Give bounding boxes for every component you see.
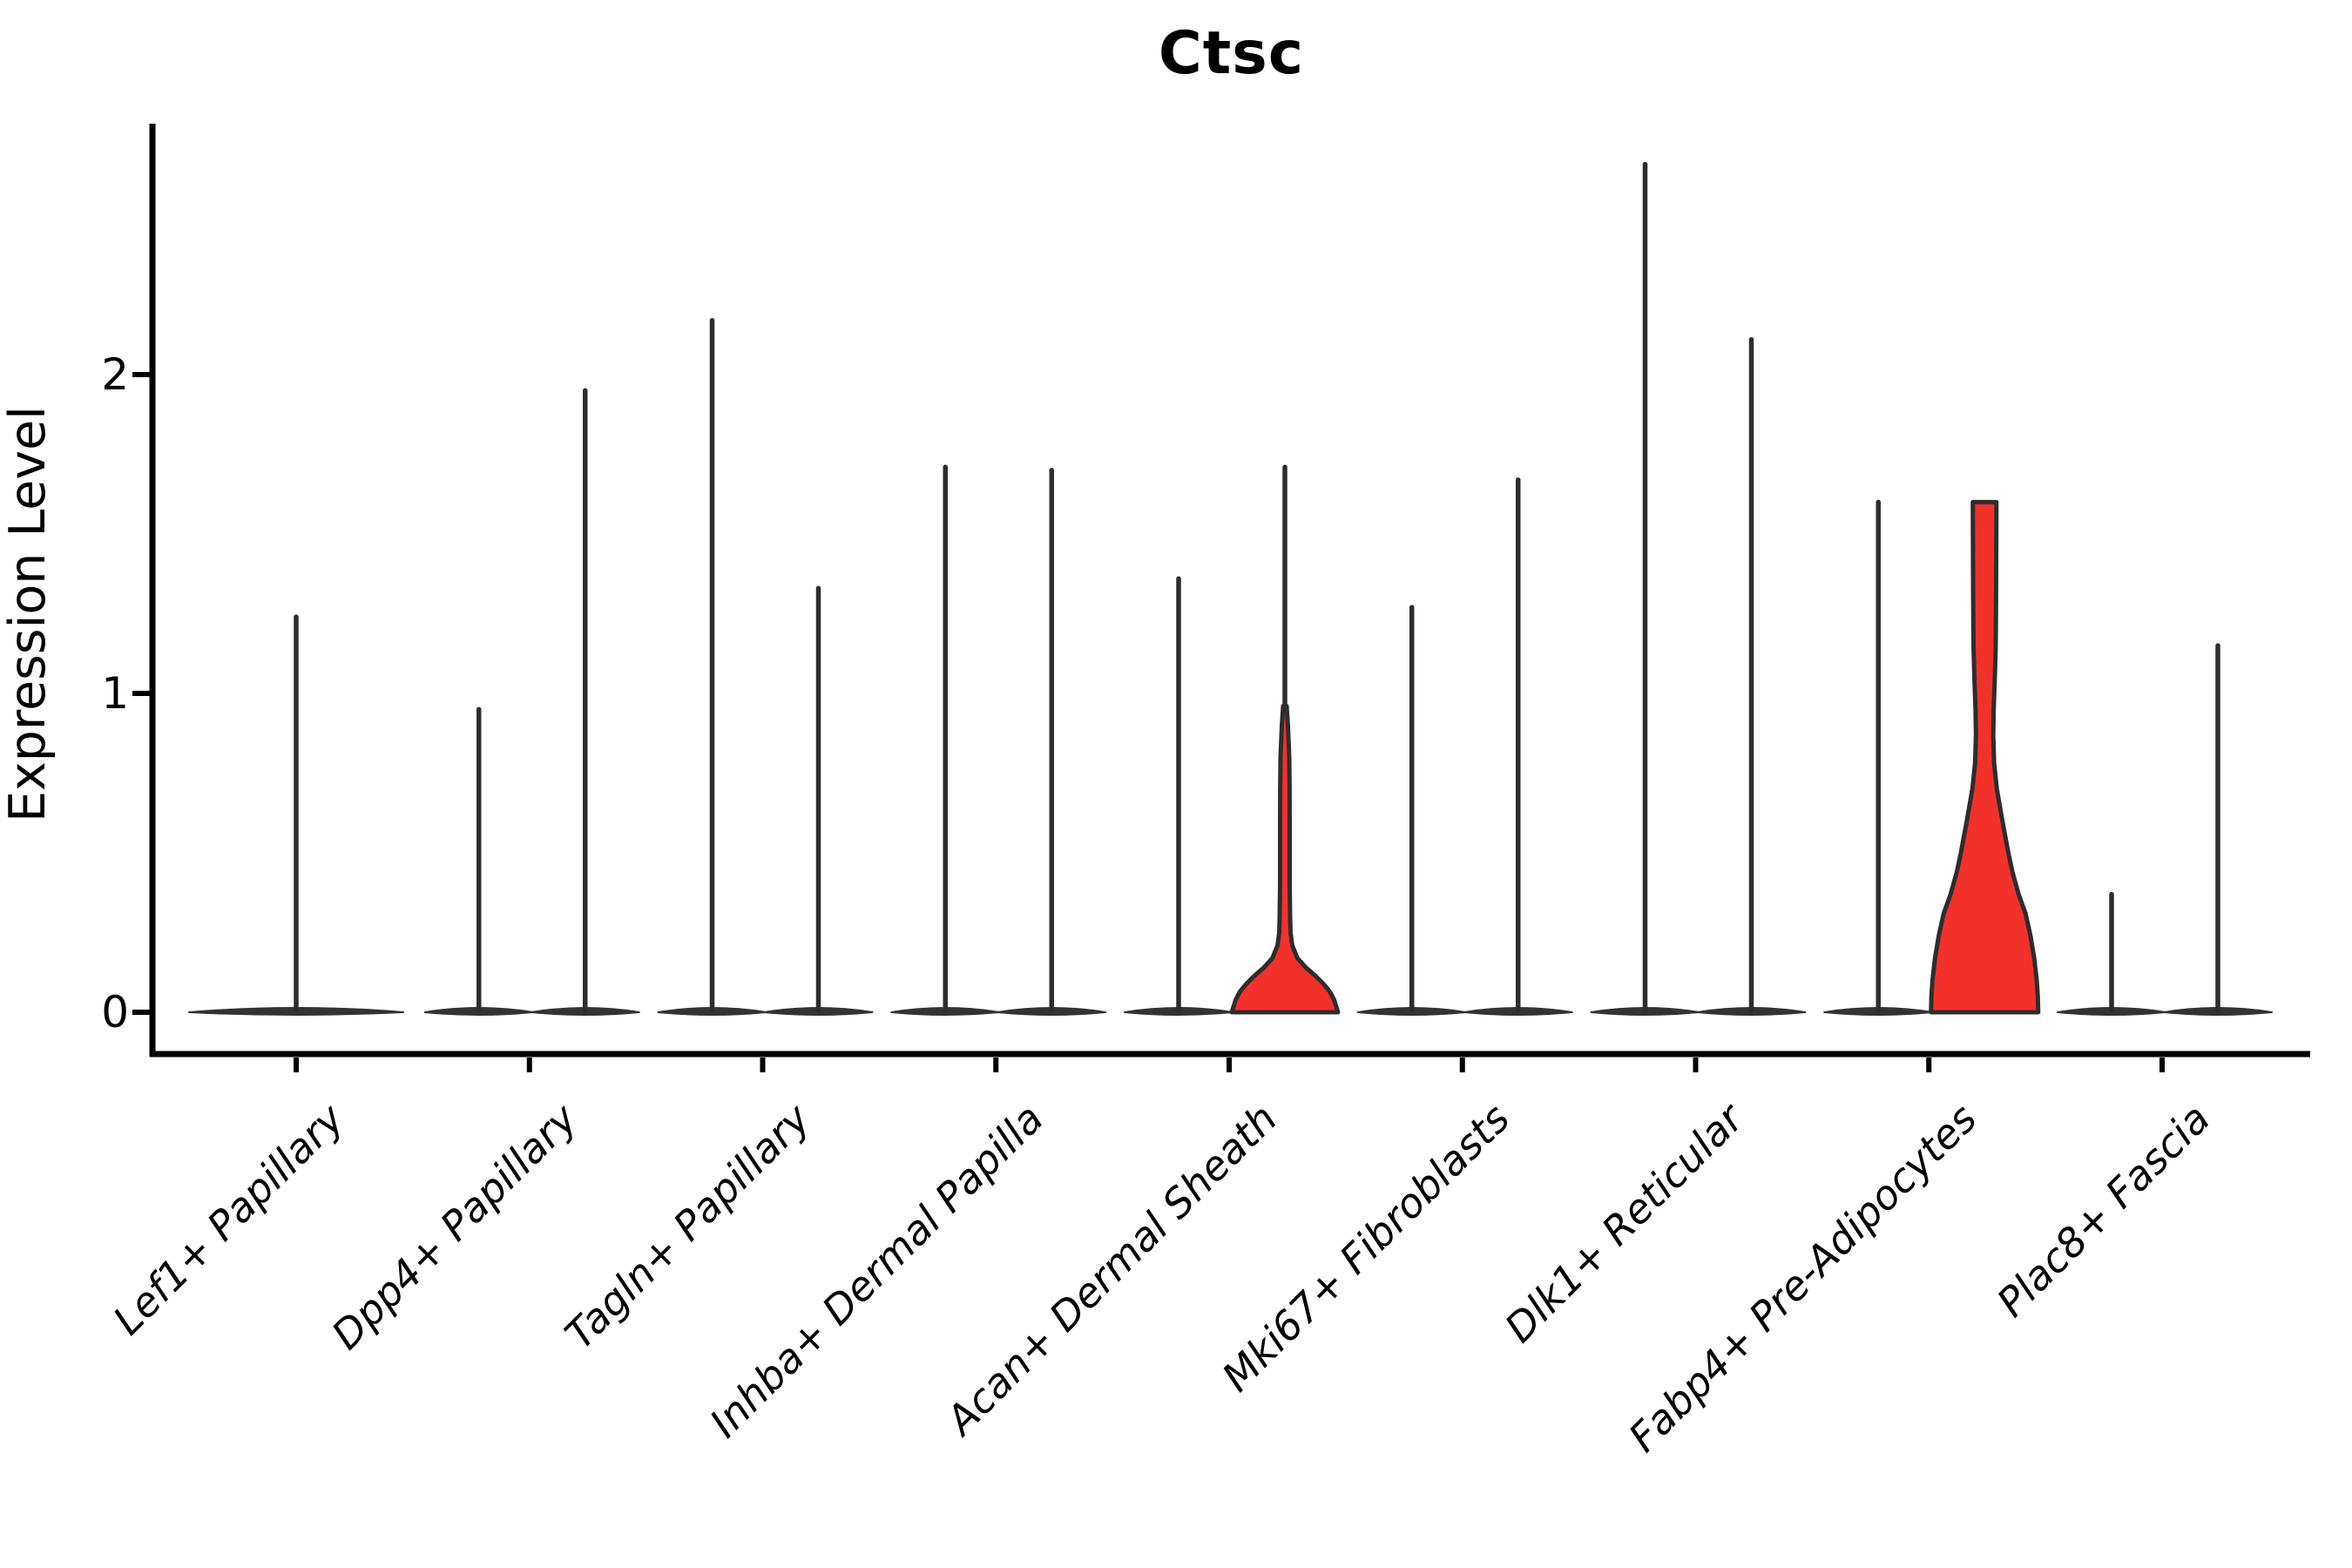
highlighted-violin-body <box>1929 499 2041 1015</box>
y-axis-label: Expression Level <box>0 406 57 822</box>
chart-title: Ctsc <box>1158 19 1305 88</box>
highlighted-violin-body <box>1229 704 1341 1015</box>
y-tick-label: 0 <box>101 987 129 1037</box>
y-tick-label: 1 <box>101 668 129 719</box>
y-tick-label: 2 <box>101 349 129 400</box>
